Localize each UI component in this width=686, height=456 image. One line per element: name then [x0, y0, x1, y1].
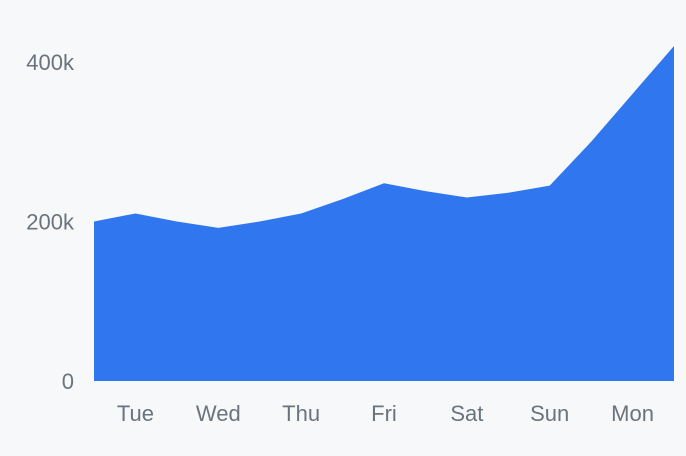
x-tick-label: Tue — [117, 401, 154, 426]
y-tick-label: 200k — [26, 209, 75, 234]
x-axis: Tue Wed Thu Fri Sat Sun Mon — [117, 401, 654, 426]
x-tick-label: Mon — [611, 401, 654, 426]
x-tick-label: Fri — [371, 401, 397, 426]
x-tick-label: Wed — [196, 401, 241, 426]
x-tick-label: Sun — [530, 401, 569, 426]
series-area — [94, 46, 674, 381]
plot-area — [94, 46, 674, 381]
y-tick-label: 400k — [26, 50, 75, 75]
x-tick-label: Thu — [282, 401, 320, 426]
x-tick-label: Sat — [450, 401, 483, 426]
y-axis: 0 200k 400k — [26, 50, 75, 394]
y-tick-label: 0 — [62, 369, 74, 394]
